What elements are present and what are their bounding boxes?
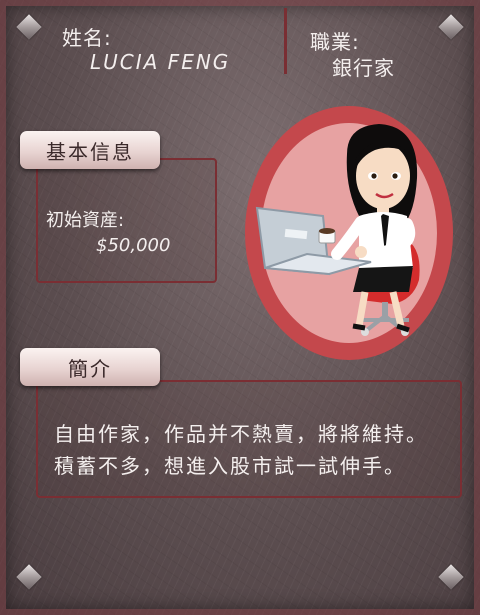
header-divider	[284, 8, 287, 74]
name-value: LUCIA FENG	[90, 50, 231, 74]
intro-text-line-1: 自由作家，作品并不熱賣，將將維持。	[54, 422, 428, 446]
intro-panel	[36, 380, 462, 498]
corner-stud-top-left	[16, 14, 42, 40]
avatar	[245, 106, 453, 360]
job-label: 職業:	[310, 30, 360, 54]
initial-assets-value: $50,000	[96, 235, 171, 256]
corner-stud-bottom-right	[438, 564, 464, 590]
tab-intro[interactable]: 簡介	[20, 348, 160, 386]
tab-basic-info[interactable]: 基本信息	[20, 131, 160, 169]
corner-stud-bottom-left	[16, 564, 42, 590]
businesswoman-at-laptop-illustration	[255, 124, 420, 336]
intro-text-line-2: 積蓄不多，想進入股市試一試伸手。	[54, 454, 406, 478]
job-value: 銀行家	[332, 56, 395, 80]
initial-assets-label: 初始資産:	[46, 210, 125, 231]
name-label: 姓名:	[62, 26, 112, 50]
corner-stud-top-right	[438, 14, 464, 40]
